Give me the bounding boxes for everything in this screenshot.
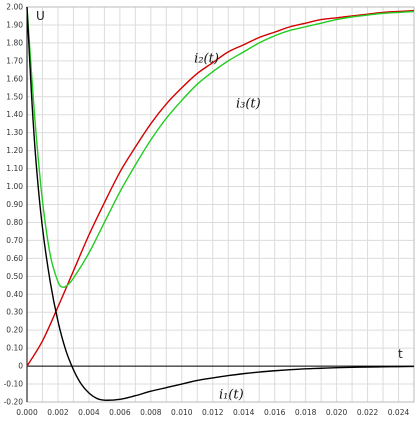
x-axis-label: t xyxy=(398,347,403,361)
x-tick-label: 0.022 xyxy=(357,408,379,417)
x-tick-label: 0.010 xyxy=(171,408,193,417)
y-tick-label: 1.70 xyxy=(6,56,23,65)
y-tick-label: 0.40 xyxy=(6,290,23,299)
chart-axes xyxy=(26,6,415,403)
x-tick-label: 0.004 xyxy=(78,408,100,417)
x-tick-label: 0.020 xyxy=(326,408,348,417)
y-tick-label: 0 xyxy=(18,362,23,371)
y-tick-label: -0.10 xyxy=(4,380,24,389)
y-tick-label: 0.50 xyxy=(6,272,23,281)
y-tick-label: 1.30 xyxy=(6,128,23,137)
y-tick-label: 0.10 xyxy=(6,344,23,353)
x-tick-label: 0.008 xyxy=(140,408,162,417)
series-labels: i₂(t) i₃(t) i₁(t) xyxy=(194,52,261,403)
series-i2-line xyxy=(26,9,415,367)
x-tick-label: 0.012 xyxy=(202,408,224,417)
y-tick-label: 0.80 xyxy=(6,218,23,227)
label-i1: i₁(t) xyxy=(219,387,244,402)
series-i3-line xyxy=(26,6,415,288)
y-tick-label: 1.40 xyxy=(6,110,23,119)
y-axis-label: U xyxy=(36,9,45,23)
x-tick-label: 0.016 xyxy=(264,408,286,417)
label-i3: i₃(t) xyxy=(236,97,261,112)
x-tick-label: 0.000 xyxy=(16,408,38,417)
y-tick-label: 0.30 xyxy=(6,308,23,317)
y-tick-label: 1.20 xyxy=(6,146,23,155)
label-i2: i₂(t) xyxy=(194,52,219,67)
x-tick-label: 0.006 xyxy=(109,408,131,417)
x-tick-label: 0.002 xyxy=(47,408,69,417)
y-tick-label: 1.50 xyxy=(6,92,23,101)
series-i1-line xyxy=(26,6,415,401)
y-tick-label: -0.20 xyxy=(4,398,24,407)
y-tick-label: 0.60 xyxy=(6,254,23,263)
y-tick-labels: -0.20 -0.10 0 0.10 0.20 0.30 0.40 0.50 0.60 0.70 0… xyxy=(4,3,24,407)
y-tick-label: 1.00 xyxy=(6,182,23,191)
x-tick-label: 0.024 xyxy=(388,408,410,417)
y-tick-label: 1.60 xyxy=(6,74,23,83)
y-tick-label: 0.70 xyxy=(6,236,23,245)
y-tick-label: 1.10 xyxy=(6,164,23,173)
y-tick-label: 0.90 xyxy=(6,200,23,209)
y-tick-label: 1.90 xyxy=(6,20,23,29)
chart-series xyxy=(26,6,415,401)
x-tick-labels: 0.000 0.002 0.004 0.006 0.008 0.010 0.012 0.014… xyxy=(16,408,409,417)
y-tick-label: 1.80 xyxy=(6,38,23,47)
x-tick-label: 0.014 xyxy=(233,408,255,417)
x-tick-label: 0.018 xyxy=(295,408,317,417)
y-tick-label: 0.20 xyxy=(6,326,23,335)
y-tick-label: 2.00 xyxy=(6,3,23,12)
